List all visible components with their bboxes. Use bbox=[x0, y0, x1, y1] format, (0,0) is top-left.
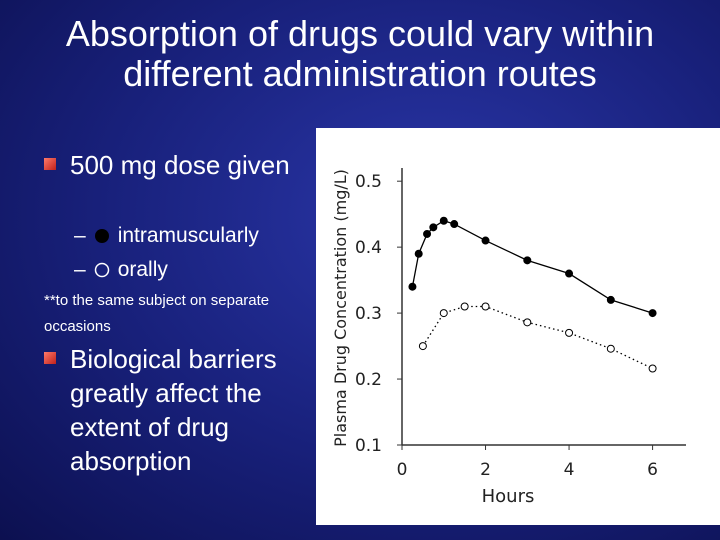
data-point bbox=[565, 328, 574, 337]
sub-bullet: – orally bbox=[74, 258, 168, 281]
x-tick-label: 2 bbox=[480, 460, 491, 480]
y-tick-label: 0.3 bbox=[355, 304, 382, 324]
data-point bbox=[648, 309, 657, 318]
data-point bbox=[429, 223, 438, 232]
slide-title: Absorption of drugs could vary within di… bbox=[65, 13, 655, 94]
bullet-icon bbox=[44, 352, 56, 364]
data-point bbox=[565, 269, 574, 278]
data-point bbox=[414, 249, 423, 258]
x-tick-label: 0 bbox=[397, 460, 408, 480]
filled-marker-icon bbox=[94, 229, 109, 243]
data-point bbox=[439, 309, 448, 318]
bullet: Biological barriers greatly affect the e… bbox=[70, 344, 277, 476]
chart: Hours Plasma Drug Concentration (mg/L) 0… bbox=[316, 128, 720, 525]
sub-bullet-text: intramuscularly bbox=[117, 224, 259, 247]
y-axis-label: Plasma Drug Concentration (mg/L) bbox=[331, 169, 350, 447]
y-tick-label: 0.2 bbox=[355, 370, 382, 390]
data-point bbox=[408, 282, 417, 291]
open-marker-icon bbox=[94, 262, 109, 278]
data-point bbox=[418, 342, 427, 351]
note: **to the same subject on separate occasi… bbox=[44, 292, 270, 335]
data-point bbox=[606, 344, 615, 353]
sub-bullet-text: orally bbox=[117, 258, 168, 281]
data-point bbox=[523, 256, 532, 265]
series-line bbox=[411, 220, 653, 314]
bullet-icon bbox=[44, 158, 56, 170]
data-point bbox=[450, 220, 459, 229]
x-tick-label: 6 bbox=[647, 460, 658, 480]
data-point bbox=[481, 302, 490, 311]
data-point bbox=[523, 318, 532, 327]
sub-bullet: – intramuscularly bbox=[74, 224, 259, 247]
data-point bbox=[439, 216, 448, 225]
data-point bbox=[423, 229, 432, 238]
data-point bbox=[481, 236, 490, 245]
data-point bbox=[606, 295, 615, 304]
y-tick-label: 0.4 bbox=[355, 238, 382, 258]
y-tick-label: 0.1 bbox=[355, 436, 382, 456]
bullet: 500 mg dose given bbox=[70, 150, 290, 180]
x-tick-label: 4 bbox=[564, 460, 575, 480]
data-point bbox=[648, 364, 657, 373]
y-tick-label: 0.5 bbox=[355, 172, 382, 192]
data-point bbox=[460, 302, 469, 311]
series-line bbox=[422, 305, 653, 370]
x-axis-label: Hours bbox=[482, 486, 535, 507]
